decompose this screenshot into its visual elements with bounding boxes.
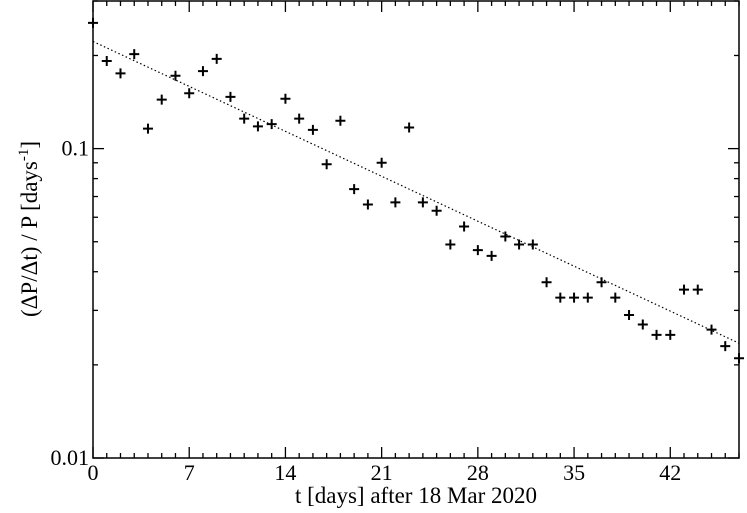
- data-point: [706, 324, 717, 335]
- data-point: [527, 239, 538, 250]
- data-point: [679, 284, 690, 295]
- data-point: [156, 94, 167, 105]
- data-point: [624, 309, 635, 320]
- data-point: [294, 113, 305, 124]
- data-points: [88, 17, 744, 364]
- y-axis-title-main: (ΔP/Δt) / P [days: [17, 161, 42, 317]
- data-point: [651, 329, 662, 340]
- x-tick-label: 14: [274, 460, 296, 485]
- data-point: [637, 319, 648, 330]
- data-point: [349, 184, 360, 195]
- data-point: [486, 250, 497, 261]
- data-point: [665, 329, 676, 340]
- data-point: [582, 292, 593, 303]
- data-point: [692, 284, 703, 295]
- data-point: [252, 121, 263, 132]
- data-point: [362, 199, 373, 210]
- y-tick-label: 0.1: [62, 136, 90, 161]
- data-point: [184, 88, 195, 99]
- y-axis-title-close: ]: [17, 141, 42, 149]
- x-tick-label: 28: [467, 460, 489, 485]
- data-point: [88, 17, 98, 28]
- x-tick-label: 21: [371, 460, 393, 485]
- data-point: [431, 205, 442, 216]
- data-point: [459, 221, 470, 232]
- data-point: [170, 70, 181, 81]
- data-point: [129, 49, 140, 60]
- data-point: [280, 93, 291, 104]
- data-point: [266, 119, 277, 130]
- data-point: [596, 277, 607, 288]
- data-point: [390, 197, 401, 208]
- y-axis-ticks: 0.01 0.1: [51, 0, 739, 470]
- x-axis-title: t [days] after 18 Mar 2020: [295, 483, 537, 508]
- x-tick-label: 7: [184, 460, 195, 485]
- y-axis-title: (ΔP/Δt) / P [days-1]: [16, 141, 42, 317]
- data-point: [417, 197, 428, 208]
- plot-frame: [92, 0, 740, 459]
- y-axis-title-superscript: -1: [16, 149, 32, 162]
- data-point: [335, 115, 346, 126]
- data-point: [101, 55, 112, 66]
- x-tick-label: 42: [659, 460, 681, 485]
- data-point: [472, 245, 483, 256]
- data-point: [445, 239, 456, 250]
- data-point: [555, 292, 566, 303]
- y-tick-label: 0.01: [51, 445, 90, 470]
- data-point: [142, 123, 153, 134]
- fit-line-group: [92, 40, 740, 344]
- data-point: [734, 353, 744, 364]
- data-point: [197, 66, 208, 77]
- data-point: [514, 239, 525, 250]
- data-point: [720, 341, 731, 352]
- x-tick-label: 35: [563, 460, 585, 485]
- data-point: [307, 124, 318, 135]
- data-point: [321, 159, 332, 170]
- data-point: [404, 122, 415, 133]
- data-point: [115, 68, 126, 79]
- data-point: [541, 277, 552, 288]
- data-point: [211, 53, 222, 64]
- data-point: [239, 113, 250, 124]
- data-point: [376, 157, 387, 168]
- data-point: [500, 231, 511, 242]
- x-axis-ticks: 0 7 14 21 28 35 42: [88, 1, 740, 485]
- data-point: [569, 292, 580, 303]
- x-tick-label: 0: [88, 460, 99, 485]
- data-point: [610, 292, 621, 303]
- fit-line: [92, 40, 740, 344]
- data-point: [225, 91, 236, 102]
